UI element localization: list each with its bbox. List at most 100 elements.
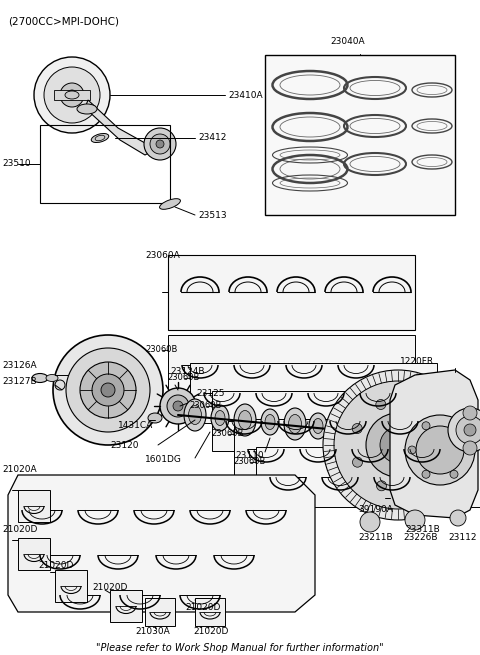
Circle shape — [360, 512, 380, 532]
Circle shape — [167, 395, 189, 417]
Text: 23040A: 23040A — [330, 37, 365, 47]
Ellipse shape — [159, 198, 180, 210]
Text: 23110: 23110 — [235, 451, 264, 460]
Polygon shape — [8, 475, 315, 612]
Circle shape — [409, 399, 420, 409]
Text: 1220FR: 1220FR — [400, 358, 434, 367]
Bar — [110, 590, 142, 622]
Text: 21020D: 21020D — [193, 627, 228, 637]
Ellipse shape — [32, 373, 48, 383]
Text: 23060B: 23060B — [167, 373, 199, 383]
Circle shape — [422, 470, 430, 478]
Circle shape — [405, 415, 475, 485]
Circle shape — [60, 83, 84, 107]
Polygon shape — [85, 100, 158, 155]
Text: 23060B: 23060B — [145, 345, 178, 354]
Bar — [54, 90, 90, 100]
Circle shape — [464, 446, 472, 454]
Ellipse shape — [77, 104, 97, 114]
Text: (2700CC>MPI-DOHC): (2700CC>MPI-DOHC) — [8, 16, 119, 26]
Circle shape — [334, 381, 462, 509]
Circle shape — [352, 457, 362, 467]
Ellipse shape — [189, 405, 202, 424]
Circle shape — [416, 426, 464, 474]
Circle shape — [380, 427, 416, 463]
Circle shape — [101, 383, 115, 397]
Text: 39190A: 39190A — [358, 506, 393, 514]
Bar — [40, 125, 170, 203]
Text: 21020A: 21020A — [2, 466, 36, 474]
Bar — [18, 490, 50, 522]
Text: 21020D: 21020D — [185, 603, 220, 612]
Bar — [55, 570, 87, 602]
Text: 21020D: 21020D — [2, 525, 37, 534]
Text: 23060B: 23060B — [189, 402, 221, 411]
Circle shape — [92, 374, 124, 406]
Text: 21020D: 21020D — [92, 584, 127, 593]
Bar — [18, 538, 50, 570]
Circle shape — [433, 423, 444, 433]
Circle shape — [366, 413, 430, 477]
Polygon shape — [256, 447, 480, 507]
Ellipse shape — [55, 380, 65, 390]
Text: 23127B: 23127B — [2, 377, 36, 386]
Polygon shape — [168, 335, 415, 395]
Text: 23060B: 23060B — [233, 457, 265, 466]
Circle shape — [323, 370, 473, 520]
Text: 21020D: 21020D — [38, 561, 73, 569]
Text: 23410A: 23410A — [228, 90, 263, 100]
Ellipse shape — [211, 405, 229, 431]
Circle shape — [160, 388, 196, 424]
Ellipse shape — [313, 419, 323, 434]
Text: 23124B: 23124B — [170, 367, 204, 377]
Text: 23112: 23112 — [448, 534, 477, 542]
Text: 23126A: 23126A — [2, 360, 36, 369]
Ellipse shape — [261, 409, 279, 435]
Circle shape — [463, 406, 477, 420]
Polygon shape — [168, 255, 415, 330]
Circle shape — [352, 424, 362, 434]
Circle shape — [150, 134, 170, 154]
Ellipse shape — [91, 134, 109, 143]
Text: 23211B: 23211B — [358, 534, 393, 542]
Ellipse shape — [46, 375, 58, 381]
Polygon shape — [234, 419, 480, 479]
Circle shape — [456, 416, 480, 444]
Ellipse shape — [148, 413, 162, 423]
Ellipse shape — [234, 404, 256, 436]
Circle shape — [422, 422, 430, 430]
Circle shape — [405, 510, 425, 530]
Ellipse shape — [184, 399, 206, 431]
Circle shape — [464, 424, 476, 436]
Text: 23120: 23120 — [110, 441, 139, 449]
Circle shape — [408, 446, 416, 454]
Ellipse shape — [309, 413, 327, 439]
Circle shape — [450, 510, 466, 526]
Circle shape — [173, 401, 183, 411]
Circle shape — [144, 128, 176, 160]
Polygon shape — [265, 55, 455, 215]
Circle shape — [450, 470, 458, 478]
Circle shape — [156, 140, 164, 148]
Circle shape — [66, 348, 150, 432]
Text: "Please refer to Work Shop Manual for further information": "Please refer to Work Shop Manual for fu… — [96, 643, 384, 653]
Bar — [145, 598, 175, 626]
Text: 21030A: 21030A — [135, 627, 170, 637]
Text: 23513: 23513 — [198, 210, 227, 219]
Bar — [195, 598, 225, 626]
Text: 23510: 23510 — [2, 160, 31, 168]
Circle shape — [448, 408, 480, 452]
Ellipse shape — [265, 415, 275, 430]
Text: 23412: 23412 — [198, 134, 227, 143]
Ellipse shape — [215, 411, 225, 426]
Polygon shape — [212, 391, 459, 451]
Text: 23060B: 23060B — [211, 430, 243, 438]
Circle shape — [53, 335, 163, 445]
Circle shape — [44, 67, 100, 123]
Circle shape — [376, 400, 386, 409]
Text: 1601DG: 1601DG — [145, 455, 182, 464]
Ellipse shape — [284, 408, 306, 440]
Text: 1431CA: 1431CA — [118, 421, 153, 430]
Text: 23060A: 23060A — [145, 250, 180, 259]
Ellipse shape — [65, 91, 79, 99]
